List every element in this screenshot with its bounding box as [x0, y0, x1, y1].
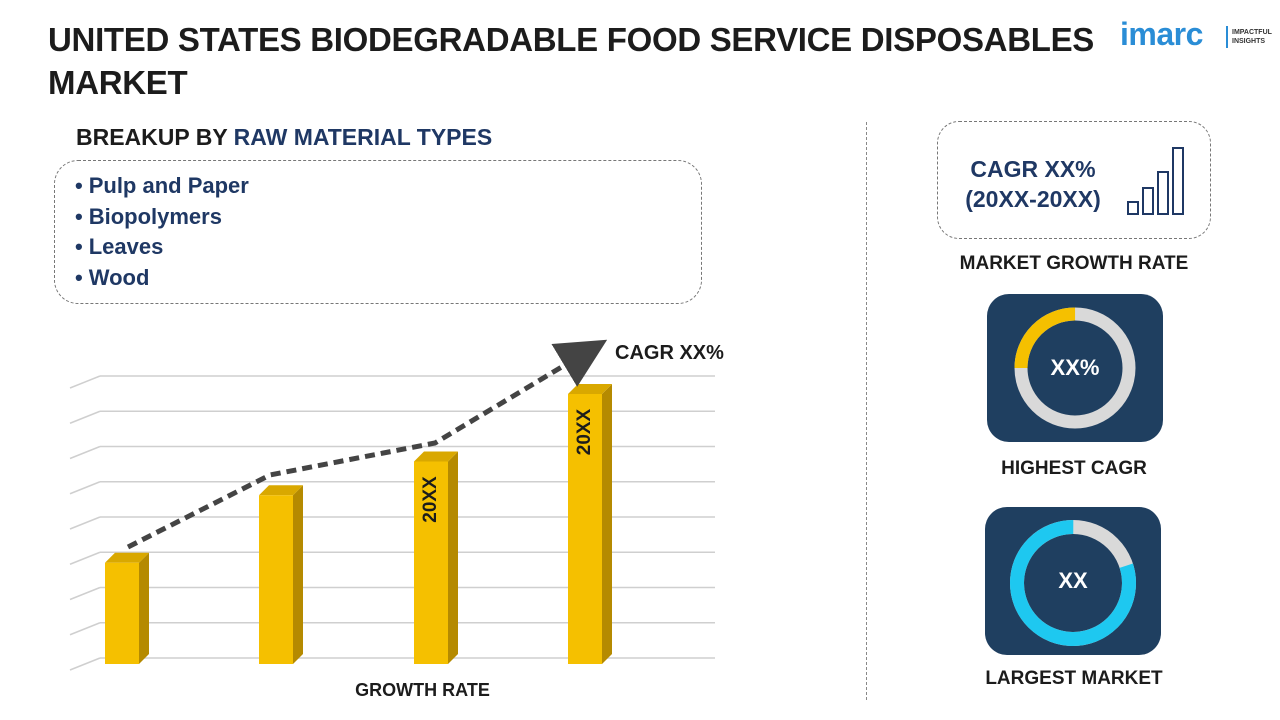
title-line-2: MARKET — [48, 64, 188, 101]
list-item: Biopolymers — [75, 202, 701, 233]
bar-label: 20XX — [574, 408, 595, 455]
gridline-side — [69, 516, 101, 530]
trend-line — [126, 339, 608, 550]
bar-chart-icon — [1127, 147, 1184, 215]
list-item: Wood — [75, 263, 701, 294]
logo-tagline-line-1: IMPACTFUL — [1232, 29, 1272, 36]
highest-cagr-caption: HIGHEST CAGR — [1001, 458, 1147, 479]
cagr-period: (20XX-20XX) — [965, 186, 1101, 212]
chart-bars: 20XX 20XX — [105, 384, 612, 664]
largest-market-caption: LARGEST MARKET — [985, 668, 1163, 689]
largest-market-value: XX — [1058, 568, 1088, 593]
highest-cagr-donut — [1014, 307, 1136, 429]
bar-side — [293, 485, 303, 664]
highest-cagr-tile: XX% — [987, 294, 1163, 442]
cagr-value: CAGR XX% — [970, 156, 1096, 182]
bar-side — [139, 552, 149, 664]
chart-gridlines — [69, 375, 715, 671]
gridline-side — [69, 481, 101, 495]
logo-tagline-line-2: INSIGHTS — [1232, 38, 1266, 45]
gridline-side — [69, 375, 101, 389]
logo-separator — [1226, 26, 1228, 48]
chart-bar: 20XX — [568, 384, 612, 664]
bar-top — [414, 451, 458, 462]
chart-bar: 20XX — [414, 451, 458, 664]
breakup-prefix: BREAKUP BY — [76, 124, 234, 150]
chart-bar — [105, 552, 149, 664]
highest-cagr-value: XX% — [1050, 355, 1100, 380]
chart-x-label: GROWTH RATE — [355, 680, 490, 700]
bar-front — [105, 562, 139, 664]
bar-side — [602, 384, 612, 664]
gridline-side — [69, 410, 101, 424]
cagr-box: CAGR XX% (20XX-20XX) — [937, 121, 1211, 239]
bar-front — [414, 461, 448, 664]
largest-market-tile: XX — [985, 507, 1161, 655]
page-title: UNITED STATES BIODEGRADABLE FOOD SERVICE… — [48, 18, 1108, 104]
title-line-1: UNITED STATES BIODEGRADABLE FOOD SERVICE… — [48, 21, 1095, 58]
growth-chart: 20XX 20XX — [69, 339, 715, 671]
chart-bar — [259, 485, 303, 664]
bar-label: 20XX — [420, 476, 441, 523]
trend-cagr-label: CAGR XX% — [615, 342, 724, 364]
gridline-side — [69, 551, 101, 565]
breakup-highlight: RAW MATERIAL TYPES — [233, 124, 493, 150]
logo-tagline: IMPACTFUL INSIGHTS — [1232, 28, 1280, 46]
bar-side — [448, 451, 458, 664]
largest-market-donut — [1010, 520, 1136, 646]
breakup-heading: BREAKUP BY RAW MATERIAL TYPES — [76, 124, 492, 151]
bar-front — [259, 495, 293, 664]
gridline-side — [69, 445, 101, 460]
section-divider — [866, 122, 867, 700]
gridline-side — [69, 586, 101, 601]
raw-material-list: Pulp and Paper Biopolymers Leaves Wood — [55, 161, 701, 293]
gridline-side — [69, 622, 101, 636]
bar-top — [105, 552, 149, 563]
gridline-side — [69, 657, 101, 671]
imarc-logo: imarc IMPACTFUL INSIGHTS — [1120, 12, 1280, 58]
list-item: Pulp and Paper — [75, 171, 701, 202]
bar-top — [259, 485, 303, 496]
bar-front — [568, 394, 602, 664]
list-item: Leaves — [75, 232, 701, 263]
market-growth-caption: MARKET GROWTH RATE — [959, 253, 1189, 274]
raw-material-list-box: Pulp and Paper Biopolymers Leaves Wood — [54, 160, 702, 304]
logo-wordmark: imarc — [1120, 16, 1203, 52]
